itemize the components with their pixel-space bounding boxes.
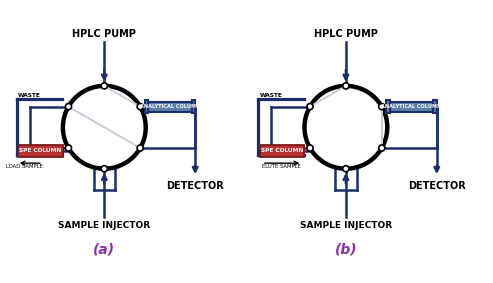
FancyBboxPatch shape bbox=[389, 102, 433, 112]
Text: HPLC PUMP: HPLC PUMP bbox=[72, 29, 136, 39]
Text: ANALYTICAL COLUMN: ANALYTICAL COLUMN bbox=[140, 104, 200, 109]
Circle shape bbox=[66, 145, 71, 151]
Text: (b): (b) bbox=[335, 242, 357, 256]
Text: ANALYTICAL COLUMN: ANALYTICAL COLUMN bbox=[382, 104, 442, 109]
Text: SAMPLE INJECTOR: SAMPLE INJECTOR bbox=[58, 221, 150, 230]
Text: HPLC PUMP: HPLC PUMP bbox=[314, 29, 378, 39]
FancyBboxPatch shape bbox=[148, 102, 192, 112]
Circle shape bbox=[307, 104, 313, 110]
Circle shape bbox=[101, 83, 107, 89]
Text: ELUTE SAMPLE: ELUTE SAMPLE bbox=[262, 164, 301, 169]
Circle shape bbox=[379, 145, 385, 151]
Text: WASTE: WASTE bbox=[18, 93, 41, 98]
Circle shape bbox=[343, 83, 349, 89]
Text: LOAD SAMPLE: LOAD SAMPLE bbox=[6, 164, 43, 169]
FancyBboxPatch shape bbox=[18, 145, 63, 156]
Circle shape bbox=[307, 145, 313, 151]
Text: SPE COLUMN: SPE COLUMN bbox=[19, 148, 62, 153]
FancyBboxPatch shape bbox=[259, 145, 305, 156]
FancyBboxPatch shape bbox=[433, 100, 437, 113]
Text: (a): (a) bbox=[93, 242, 115, 256]
FancyBboxPatch shape bbox=[145, 100, 148, 113]
Circle shape bbox=[66, 104, 71, 110]
FancyBboxPatch shape bbox=[387, 100, 389, 113]
Text: DETECTOR: DETECTOR bbox=[166, 181, 224, 191]
Circle shape bbox=[379, 104, 385, 110]
FancyBboxPatch shape bbox=[192, 100, 195, 113]
Text: WASTE: WASTE bbox=[259, 93, 282, 98]
Text: SPE COLUMN: SPE COLUMN bbox=[261, 148, 303, 153]
Text: DETECTOR: DETECTOR bbox=[408, 181, 465, 191]
Circle shape bbox=[343, 166, 349, 172]
Text: SAMPLE INJECTOR: SAMPLE INJECTOR bbox=[300, 221, 392, 230]
Circle shape bbox=[101, 166, 107, 172]
Circle shape bbox=[137, 104, 143, 110]
Circle shape bbox=[137, 145, 143, 151]
